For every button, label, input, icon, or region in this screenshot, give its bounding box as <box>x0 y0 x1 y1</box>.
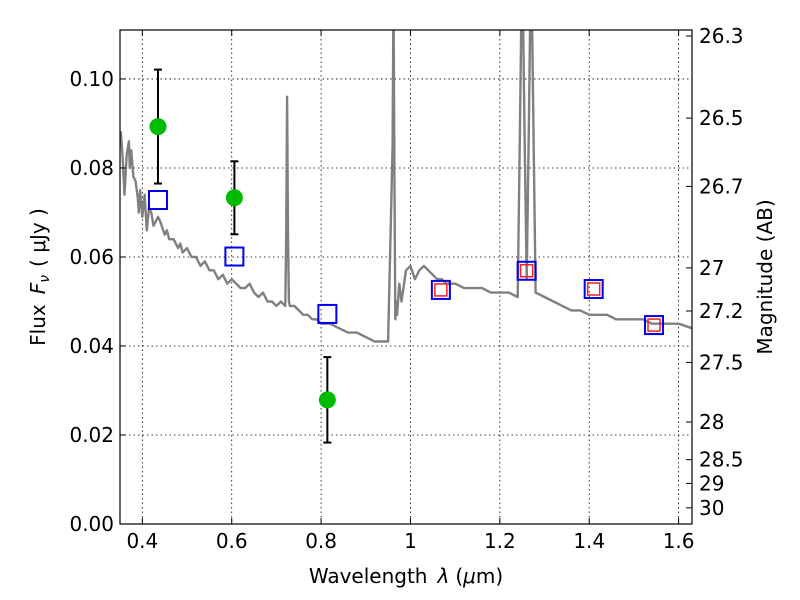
model-square-blue <box>516 260 537 281</box>
y-tick-label: 0.06 <box>69 245 114 269</box>
template-spectrum-line <box>120 30 692 343</box>
x-tick-label: 1.2 <box>484 529 516 553</box>
x-tick-label: 0.4 <box>126 529 158 553</box>
model-square-blue <box>147 190 168 211</box>
x-tick-label: 1.4 <box>573 529 605 553</box>
magnitude-tick-label: 30 <box>699 496 724 520</box>
model-square-blue <box>644 315 665 336</box>
y-tick-label: 0.00 <box>69 512 114 536</box>
y-tick-label: 0.10 <box>69 67 114 91</box>
model-square-blue <box>224 246 245 267</box>
model-square-blue <box>317 303 338 324</box>
observed-point <box>318 391 336 409</box>
model-square-red <box>434 283 448 297</box>
model-square-red <box>519 264 534 278</box>
observed-point <box>225 189 243 207</box>
y-tick-label: 0.04 <box>69 334 114 358</box>
magnitude-tick-label: 27.5 <box>699 350 744 374</box>
observed-point <box>149 118 167 136</box>
magnitude-tick-label: 28.5 <box>699 448 744 472</box>
model-square-blue <box>583 279 604 300</box>
model-square-red <box>586 282 601 296</box>
model-square-blue <box>430 279 451 300</box>
model-square-red <box>647 318 661 332</box>
y-tick-label: 0.02 <box>69 423 114 447</box>
data-layer <box>120 30 692 444</box>
x-tick-label: 1.6 <box>663 529 695 553</box>
axis-layer: 0.4 0.6 0.8 1 1.2 1.4 1.6 0.00 0.02 0.04 0.06 0.08 0… <box>69 24 743 553</box>
magnitude-tick-label: 27 <box>699 256 724 280</box>
x-tick-label: 1 <box>404 529 417 553</box>
x-tick-label: 0.6 <box>216 529 248 553</box>
magnitude-tick-label: 26.5 <box>699 106 744 130</box>
x-axis-label: Wavelength λ (μm) <box>309 564 503 588</box>
magnitude-tick-label: 26.3 <box>699 24 744 48</box>
y-axis-label: FluxFν( μJy ) <box>26 208 53 346</box>
magnitude-tick-label: 26.7 <box>699 174 744 198</box>
y-tick-label: 0.08 <box>69 156 114 180</box>
plot-frame <box>119 29 693 525</box>
magnitude-tick-label: 27.2 <box>699 299 744 323</box>
x-tick-label: 0.8 <box>305 529 337 553</box>
magnitude-tick-label: 29 <box>699 471 724 495</box>
magnitude-axis-label: Magnitude (AB) <box>753 199 777 354</box>
magnitude-tick-label: 28 <box>699 410 724 434</box>
